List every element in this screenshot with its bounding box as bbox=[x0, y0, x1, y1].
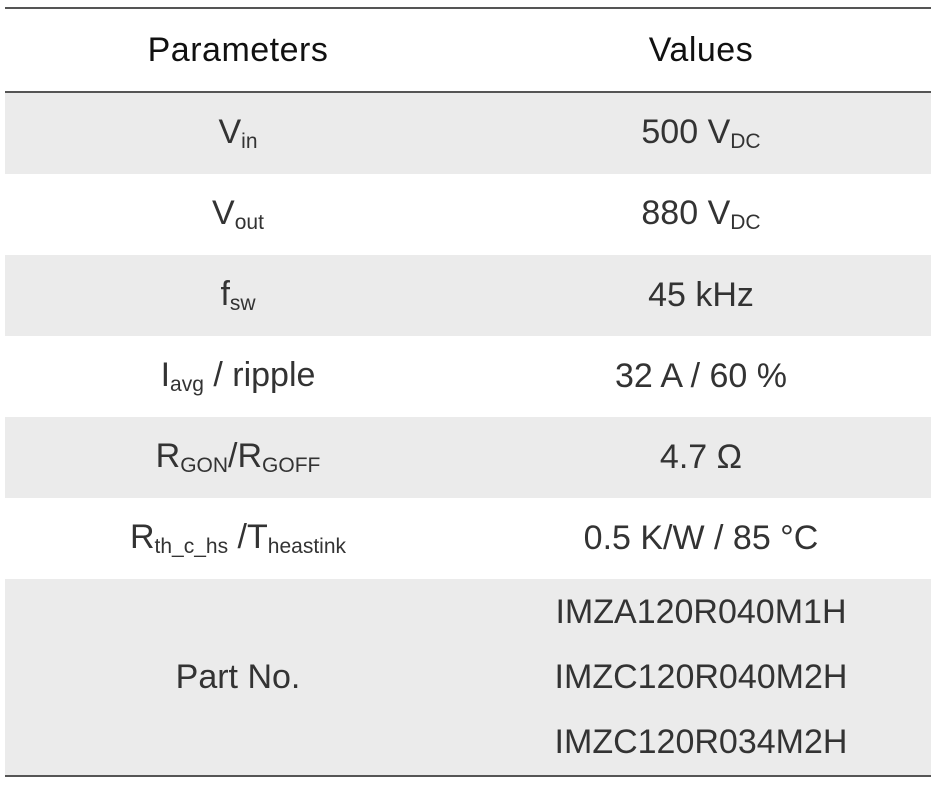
text: /R bbox=[228, 437, 263, 475]
value-cell: 45 kHz bbox=[471, 255, 931, 336]
text: 0.5 K/W / 85 °C bbox=[583, 519, 819, 557]
part-number: IMZC120R040M2H bbox=[554, 657, 848, 696]
text: R bbox=[155, 437, 181, 475]
text: R bbox=[129, 518, 155, 556]
parameter-cell: Rth_c_hs /Theastink bbox=[5, 498, 471, 579]
table-row: fsw 45 kHz bbox=[5, 255, 931, 336]
text: 880 V bbox=[641, 194, 731, 232]
table-row: Part No. IMZA120R040M1H IMZC120R040M2H IMZC… bbox=[5, 579, 931, 777]
subscript: GON bbox=[180, 454, 229, 477]
subscript: heastink bbox=[267, 535, 346, 558]
text: f bbox=[220, 275, 230, 313]
part-number: IMZA120R040M1H bbox=[555, 592, 847, 631]
header-cell: Parameters bbox=[5, 7, 471, 93]
value-cell: 500 VDC bbox=[471, 92, 931, 174]
parameter-table: Parameters Values Vin 500 VDC Vout 880 VDC f… bbox=[5, 7, 931, 777]
header-row: Parameters Values bbox=[5, 7, 931, 93]
parameter-cell: fsw bbox=[5, 255, 471, 336]
table-row: Rth_c_hs /Theastink 0.5 K/W / 85 °C bbox=[5, 498, 931, 579]
text: 45 kHz bbox=[648, 276, 754, 314]
text: 500 V bbox=[641, 113, 731, 151]
text: 32 A / 60 % bbox=[614, 357, 788, 395]
text: Part No. bbox=[175, 657, 301, 696]
subscript: in bbox=[241, 130, 258, 153]
subscript: GOFF bbox=[262, 454, 321, 477]
value-cell: 0.5 K/W / 85 °C bbox=[471, 498, 931, 579]
table-row: RGON/RGOFF 4.7 Ω bbox=[5, 417, 931, 498]
value-cell: 4.7 Ω bbox=[471, 417, 931, 498]
text: 4.7 Ω bbox=[659, 438, 743, 476]
text: V bbox=[212, 194, 235, 232]
subscript: avg bbox=[170, 373, 204, 396]
subscript: th_c_hs bbox=[154, 535, 229, 558]
table-body: Vin 500 VDC Vout 880 VDC fsw 45 kHz Iavg / rip… bbox=[5, 92, 931, 777]
subscript: out bbox=[234, 211, 264, 234]
subscript: DC bbox=[730, 211, 761, 234]
text: V bbox=[218, 113, 242, 151]
text: I bbox=[160, 356, 171, 394]
value-cell: 880 VDC bbox=[471, 174, 931, 255]
table-row: Iavg / ripple 32 A / 60 % bbox=[5, 336, 931, 417]
parameter-cell: Iavg / ripple bbox=[5, 336, 471, 417]
parameter-cell: Vout bbox=[5, 174, 471, 255]
parameter-cell: Vin bbox=[5, 92, 471, 174]
subscript: sw bbox=[229, 292, 256, 315]
value-cell: IMZA120R040M1H IMZC120R040M2H IMZC120R034M… bbox=[471, 579, 931, 777]
subscript: DC bbox=[730, 130, 761, 153]
table-row: Vout 880 VDC bbox=[5, 174, 931, 255]
parameter-cell: Part No. bbox=[5, 579, 471, 777]
text: /T bbox=[228, 518, 268, 556]
table-row: Vin 500 VDC bbox=[5, 92, 931, 174]
parameter-cell: RGON/RGOFF bbox=[5, 417, 471, 498]
header-cell: Values bbox=[471, 7, 931, 93]
part-number: IMZC120R034M2H bbox=[554, 722, 848, 761]
value-cell: 32 A / 60 % bbox=[471, 336, 931, 417]
text: / ripple bbox=[203, 356, 316, 394]
